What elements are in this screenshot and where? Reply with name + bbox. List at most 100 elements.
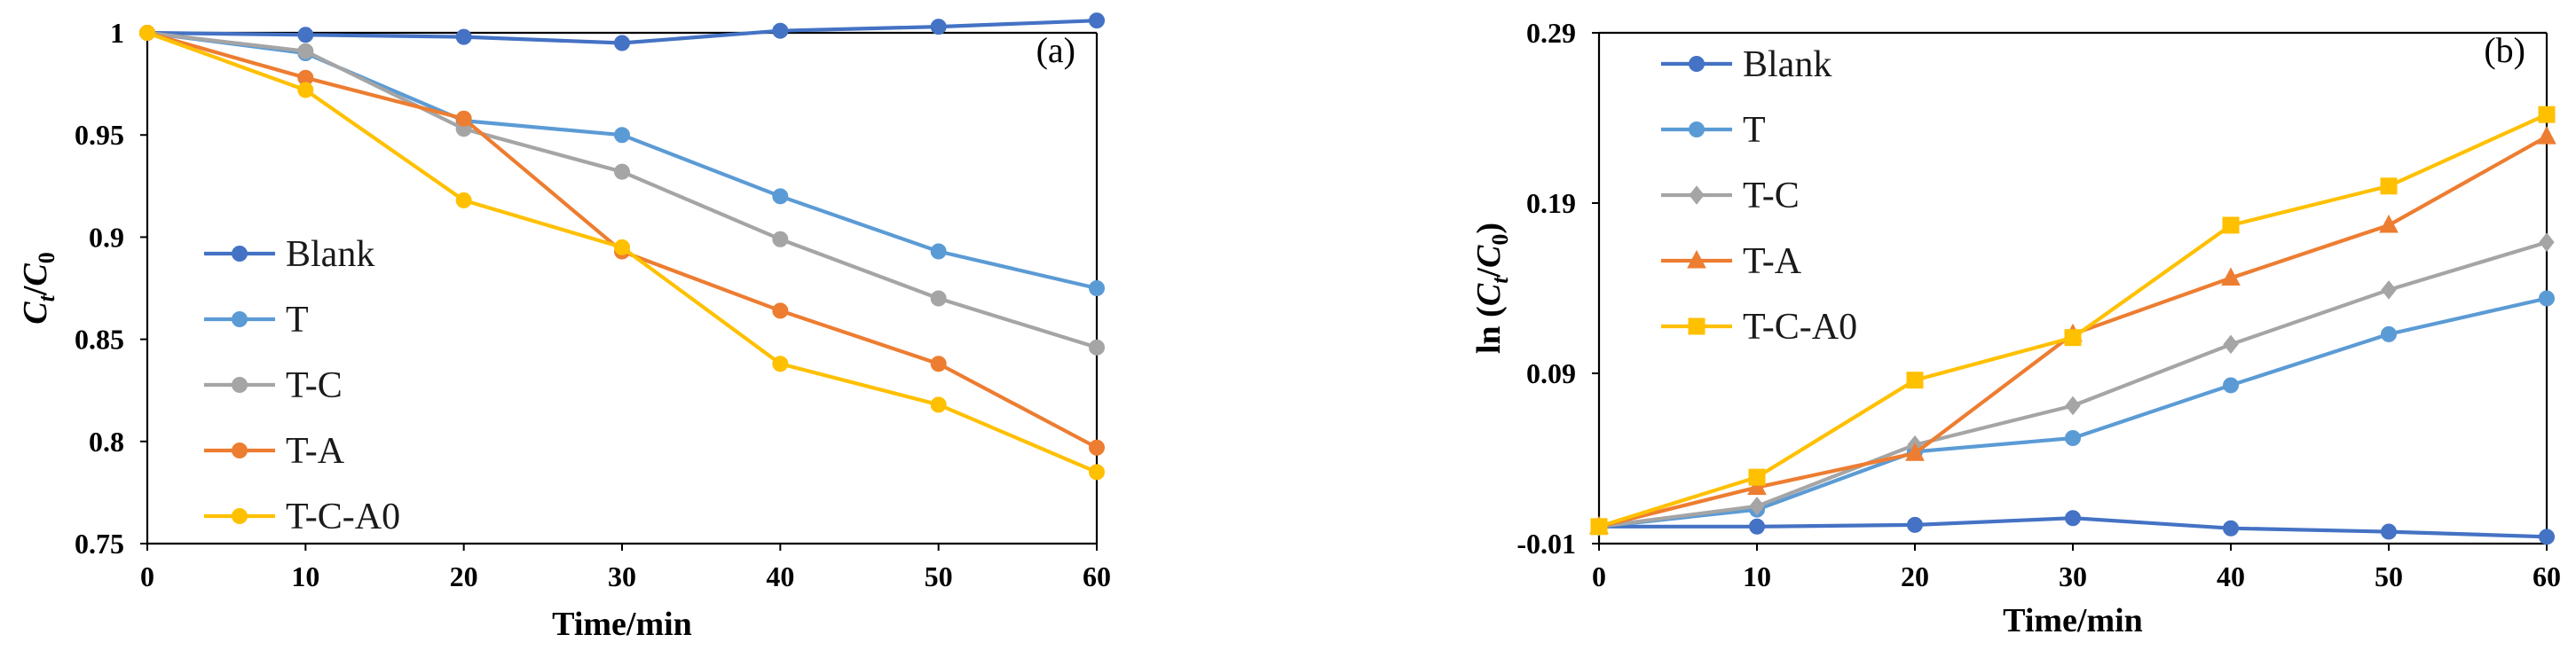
panel-b-point-t-c-30 — [2065, 396, 2081, 416]
panel-a-point-blank-20 — [455, 28, 472, 45]
panel-b-x-tick-label-50: 50 — [2375, 560, 2403, 592]
panel-a-x-tick-label-60: 60 — [1083, 560, 1111, 592]
panel-a-series-blank — [139, 12, 1105, 51]
panel-a-y-tick-label-0-95: 0.95 — [75, 119, 124, 151]
panel-a-legend-marker-t-c-a0 — [232, 508, 248, 524]
panel-a-x-tick-label-30: 30 — [608, 560, 636, 592]
panel-b-point-t-c-60 — [2539, 232, 2555, 252]
panel-a-series-t-c-a0 — [139, 25, 1105, 481]
panel-b-point-blank-30 — [2065, 510, 2081, 527]
panel-a-series-t-c — [139, 25, 1105, 356]
panel-b-legend-marker-t-c-a0 — [1688, 317, 1706, 335]
panel-b-legend-marker-t-c — [1689, 185, 1705, 205]
panel-a-point-blank-40 — [772, 22, 789, 39]
panel-a-point-t-60 — [1089, 280, 1105, 296]
panel-b-x-axis-title: Time/min — [2003, 602, 2143, 639]
panel-b-x-ticks: 0 10 20 30 40 50 60 — [1592, 544, 2561, 592]
panel-a-legend-label-blank: Blank — [286, 234, 374, 275]
panel-a-legend-marker-blank — [232, 246, 248, 262]
panel-a-ylabel-sub-0: 0 — [34, 252, 59, 263]
panel-a-legend-item-t: T — [204, 300, 309, 341]
panel-b-series-t-c — [1591, 232, 2555, 537]
chart-panel-a: 1 0.95 0.9 0.85 0.8 0.75 0 10 20 30 40 50 60 Blank T… — [17, 12, 1111, 643]
panel-b-label: (b) — [2484, 30, 2525, 70]
panel-b-point-t-c-a0-0 — [1590, 518, 1608, 536]
panel-a-y-axis-title: Ct/C0 — [17, 252, 59, 325]
panel-b-point-blank-60 — [2539, 529, 2555, 545]
panel-a-legend-item-t-a: T-A — [204, 431, 345, 472]
panel-a-legend: Blank T T-C T-A T-C-A0 — [204, 234, 400, 537]
panel-a-x-axis-title: Time/min — [552, 606, 692, 643]
panel-b-x-tick-label-20: 20 — [1901, 560, 1929, 592]
panel-b-point-t-c-a0-60 — [2538, 106, 2556, 123]
panel-b-ylabel-suffix: ) — [1470, 223, 1508, 234]
panel-b-ylabel-sub-t: t — [1487, 277, 1513, 284]
panel-b-point-t-c-50 — [2381, 280, 2397, 300]
panel-b-legend-marker-t — [1689, 121, 1705, 137]
panel-a-point-t-c-50 — [930, 290, 947, 307]
panel-b-y-tick-label-0-29: 0.29 — [1526, 17, 1576, 49]
panel-a-legend-label-t-c-a0: T-C-A0 — [286, 497, 400, 537]
panel-b-y-tick-label-0-01: -0.01 — [1516, 528, 1576, 560]
panel-b-x-tick-label-10: 10 — [1743, 560, 1771, 592]
panel-a-point-t-c-a0-40 — [772, 356, 789, 372]
panel-b-ylabel-slash: / — [1470, 268, 1508, 278]
panel-a-legend-item-t-c-a0: T-C-A0 — [204, 497, 400, 537]
panel-b-series-blank — [1591, 510, 2555, 545]
panel-a-point-t-40 — [772, 188, 789, 205]
panel-a-x-tick-label-40: 40 — [766, 560, 794, 592]
panel-a-point-t-a-50 — [930, 356, 947, 372]
panel-b-point-t-c-a0-50 — [2380, 177, 2398, 195]
panel-b-legend-label-blank: Blank — [1743, 44, 1832, 85]
panel-a-legend-label-t-c: T-C — [286, 365, 343, 406]
panel-a-point-blank-60 — [1089, 12, 1105, 29]
panel-b-point-t-c-40 — [2223, 334, 2239, 355]
panel-b-point-t-30 — [2065, 429, 2081, 446]
panel-a-x-tick-label-20: 20 — [450, 560, 478, 592]
panel-a-x-ticks: 0 10 20 30 40 50 60 — [140, 544, 1111, 592]
panel-b-point-blank-50 — [2381, 523, 2397, 540]
panel-b-point-t-50 — [2381, 325, 2397, 342]
panel-b-x-tick-label-30: 30 — [2059, 560, 2087, 592]
panel-b-point-t-c-10 — [1749, 496, 1765, 516]
panel-a-point-t-c-60 — [1089, 339, 1105, 356]
panel-b-y-ticks: 0.29 0.19 0.09 -0.01 — [1516, 17, 1599, 560]
panel-b-point-t-a-20 — [1905, 443, 1925, 461]
panel-b-point-t-a-60 — [2537, 126, 2556, 145]
panel-b-point-t-c-a0-30 — [2064, 329, 2082, 347]
panel-b-point-t-a-50 — [2379, 214, 2399, 233]
panel-b-y-tick-label-0-19: 0.19 — [1526, 187, 1576, 219]
panel-a-label: (a) — [1036, 30, 1075, 70]
panel-a-x-tick-label-50: 50 — [925, 560, 953, 592]
panel-b-point-t-a-10 — [1747, 476, 1767, 496]
panel-a-legend-marker-t-c — [232, 377, 248, 393]
panel-a-point-t-30 — [614, 127, 630, 144]
panel-b-legend-marker-blank — [1689, 56, 1705, 72]
panel-a-point-t-c-30 — [614, 163, 630, 180]
panel-b-legend-item-t-c-a0: T-C-A0 — [1661, 307, 1857, 348]
panel-a-point-t-c-a0-0 — [139, 25, 155, 41]
panel-b-legend-item-t-c: T-C — [1661, 176, 1800, 216]
panel-b-point-blank-40 — [2223, 520, 2239, 537]
panel-a-point-t-c-a0-20 — [455, 192, 472, 208]
panel-a-legend-label-t-a: T-A — [286, 431, 345, 472]
panel-a-point-t-c-a0-30 — [614, 239, 630, 255]
panel-a-point-t-a-20 — [455, 110, 472, 127]
panel-b-point-t-c-a0-20 — [1906, 372, 1924, 389]
panel-b-y-axis-title: ln (Ct/C0) — [1470, 223, 1513, 354]
panel-b-legend-marker-t-a — [1687, 249, 1706, 269]
panel-a-point-t-c-10 — [297, 43, 314, 59]
panel-a-ylabel-slash: / — [17, 286, 54, 296]
panel-a-ylabel-c: C — [17, 302, 54, 325]
panel-a-point-t-a-40 — [772, 302, 789, 319]
panel-a-point-blank-30 — [614, 35, 630, 51]
panel-b-x-tick-label-0: 0 — [1592, 560, 1606, 592]
panel-b-legend-label-t: T — [1743, 110, 1766, 151]
panel-a-point-t-50 — [930, 243, 947, 260]
panel-a-point-t-c-a0-10 — [297, 82, 314, 98]
panel-b-line-t-c-a0 — [1598, 113, 2548, 529]
panel-a-legend-marker-t — [232, 311, 248, 327]
panel-b-point-blank-20 — [1907, 516, 1923, 533]
panel-b-ylabel-c0: C — [1470, 245, 1508, 268]
